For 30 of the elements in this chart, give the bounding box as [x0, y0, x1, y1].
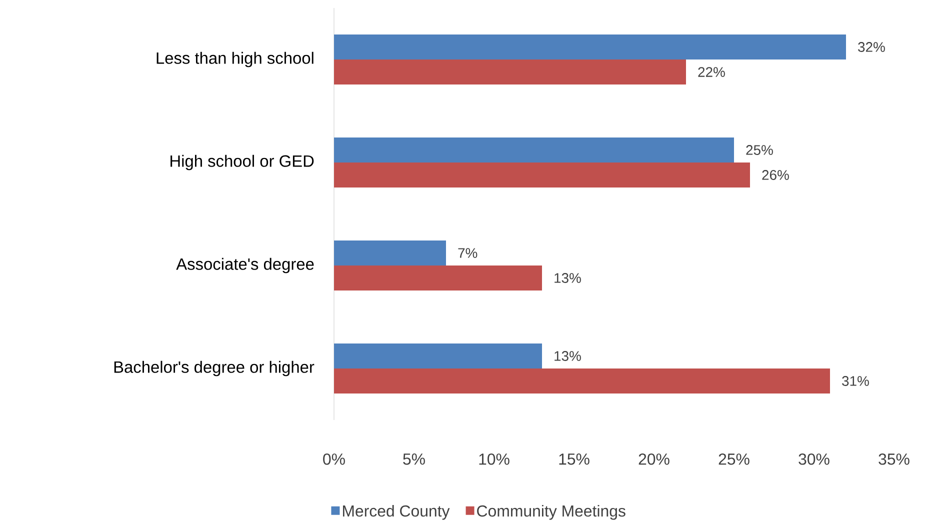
- data-label: 26%: [762, 170, 789, 180]
- x-tick-label: 25%: [718, 454, 750, 465]
- bar: [334, 138, 734, 163]
- data-label: 25%: [746, 145, 773, 155]
- data-label: 32%: [858, 42, 885, 52]
- data-label: 22%: [698, 67, 725, 77]
- legend-label: Merced County: [343, 504, 450, 520]
- bar: [334, 60, 686, 84]
- bar: [334, 266, 542, 291]
- x-tick-label: 5%: [403, 454, 425, 465]
- data-label: 13%: [554, 273, 581, 283]
- y-tick-label: Associate's degree: [176, 258, 314, 274]
- bar: [334, 34, 846, 60]
- data-label: 7%: [458, 248, 478, 258]
- x-tick-label: 0%: [323, 454, 345, 465]
- data-label: 13%: [554, 351, 581, 361]
- bar: [334, 344, 542, 369]
- legend-label: Community Meetings: [477, 504, 626, 520]
- x-tick-label: 35%: [878, 454, 910, 465]
- x-tick-label: 10%: [479, 454, 510, 465]
- y-tick-label: Less than high school: [156, 52, 314, 68]
- bar: [334, 240, 446, 266]
- bar: [334, 162, 750, 188]
- data-label: 31%: [842, 376, 869, 386]
- y-tick-label: Bachelor's degree or higher: [114, 360, 314, 376]
- x-tick-label: 30%: [798, 454, 830, 465]
- x-tick-label: 20%: [638, 454, 670, 465]
- y-tick-label: High school or GED: [170, 154, 314, 170]
- bar: [334, 368, 830, 394]
- x-tick-label: 15%: [559, 454, 590, 465]
